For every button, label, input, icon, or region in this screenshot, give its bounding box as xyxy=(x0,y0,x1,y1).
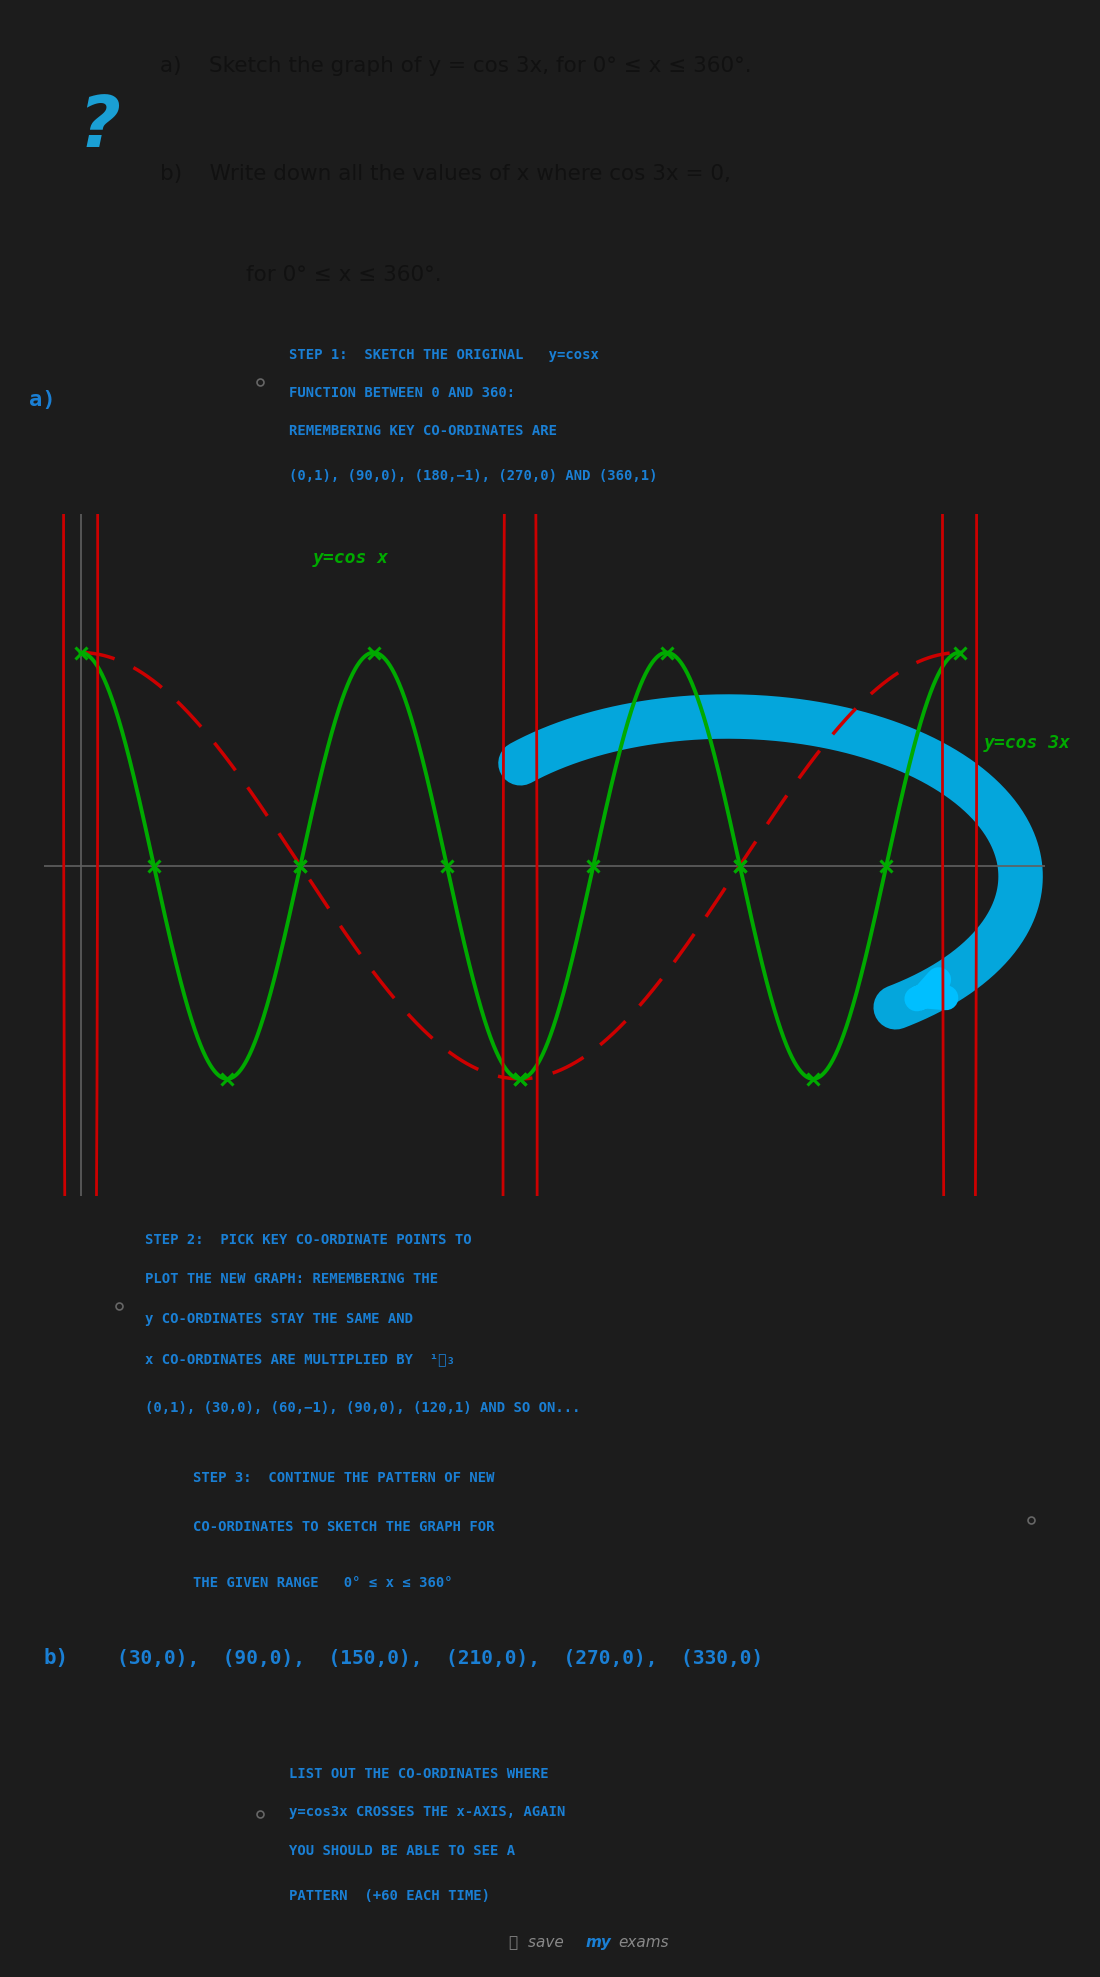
Text: y=cos x: y=cos x xyxy=(312,550,388,567)
Text: STEP 3:  CONTINUE THE PATTERN OF NEW: STEP 3: CONTINUE THE PATTERN OF NEW xyxy=(192,1471,494,1485)
Text: y CO-ORDINATES STAY THE SAME AND: y CO-ORDINATES STAY THE SAME AND xyxy=(145,1313,412,1327)
Text: b): b) xyxy=(43,1649,68,1669)
Text: LIST OUT THE CO-ORDINATES WHERE: LIST OUT THE CO-ORDINATES WHERE xyxy=(289,1767,549,1781)
Text: STEP 1:  SKETCH THE ORIGINAL   y=cosx: STEP 1: SKETCH THE ORIGINAL y=cosx xyxy=(289,348,600,362)
Text: THE GIVEN RANGE   0° ≤ x ≤ 360°: THE GIVEN RANGE 0° ≤ x ≤ 360° xyxy=(192,1576,452,1590)
Text: for 0° ≤ x ≤ 360°.: for 0° ≤ x ≤ 360°. xyxy=(190,265,441,285)
Text: ?: ? xyxy=(79,93,121,162)
Text: a): a) xyxy=(29,389,55,411)
Text: PATTERN  (+60 EACH TIME): PATTERN (+60 EACH TIME) xyxy=(289,1888,491,1904)
Text: y=cos3x CROSSES THE x-AXIS, AGAIN: y=cos3x CROSSES THE x-AXIS, AGAIN xyxy=(289,1805,565,1819)
Text: 🔒: 🔒 xyxy=(508,1935,517,1949)
Text: (0,1), (30,0), (60,−1), (90,0), (120,1) AND SO ON...: (0,1), (30,0), (60,−1), (90,0), (120,1) … xyxy=(145,1402,581,1416)
Text: x CO-ORDINATES ARE MULTIPLIED BY  ¹⁄₃: x CO-ORDINATES ARE MULTIPLIED BY ¹⁄₃ xyxy=(145,1352,454,1366)
Text: CO-ORDINATES TO SKETCH THE GRAPH FOR: CO-ORDINATES TO SKETCH THE GRAPH FOR xyxy=(192,1520,494,1534)
Text: STEP 2:  PICK KEY CO-ORDINATE POINTS TO: STEP 2: PICK KEY CO-ORDINATE POINTS TO xyxy=(145,1232,472,1247)
Text: YOU SHOULD BE ABLE TO SEE A: YOU SHOULD BE ABLE TO SEE A xyxy=(289,1845,515,1858)
Text: a)    Sketch the graph of y = cos 3x, for 0° ≤ x ≤ 360°.: a) Sketch the graph of y = cos 3x, for 0… xyxy=(161,55,752,77)
Text: b)    Write down all the values of x where cos 3x = 0,: b) Write down all the values of x where … xyxy=(161,164,732,184)
Text: REMEMBERING KEY CO-ORDINATES ARE: REMEMBERING KEY CO-ORDINATES ARE xyxy=(289,425,558,439)
Text: PLOT THE NEW GRAPH: REMEMBERING THE: PLOT THE NEW GRAPH: REMEMBERING THE xyxy=(145,1273,438,1287)
Text: FUNCTION BETWEEN 0 AND 360:: FUNCTION BETWEEN 0 AND 360: xyxy=(289,386,515,399)
Text: y=cos 3x: y=cos 3x xyxy=(984,735,1071,753)
Text: save: save xyxy=(528,1935,569,1949)
Text: exams: exams xyxy=(618,1935,670,1949)
Text: my: my xyxy=(585,1935,612,1949)
Text: (0,1), (90,0), (180,−1), (270,0) AND (360,1): (0,1), (90,0), (180,−1), (270,0) AND (36… xyxy=(289,469,658,484)
Text: (30,0),  (90,0),  (150,0),  (210,0),  (270,0),  (330,0): (30,0), (90,0), (150,0), (210,0), (270,0… xyxy=(117,1649,763,1669)
